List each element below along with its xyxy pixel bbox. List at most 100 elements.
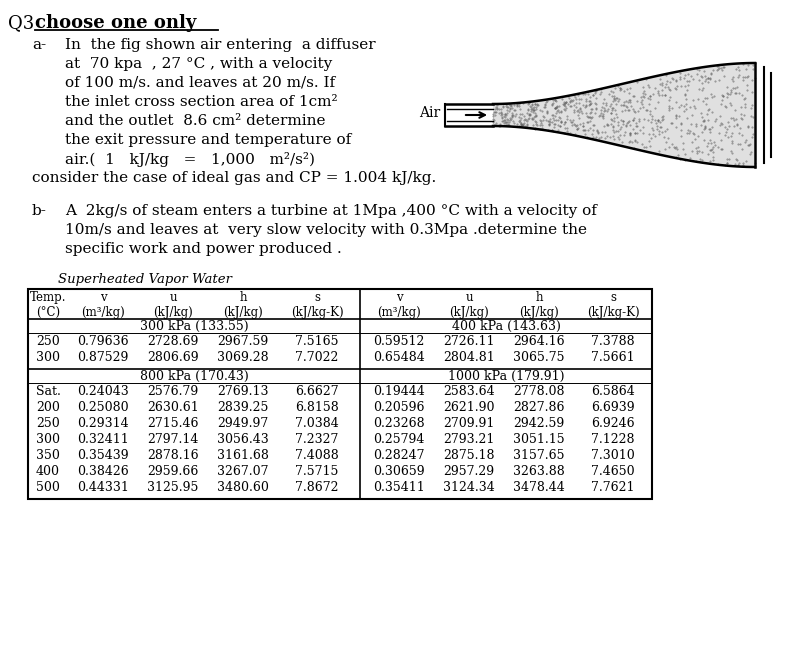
Text: 2621.90: 2621.90 [444,401,495,414]
Text: 3480.60: 3480.60 [217,481,269,494]
Text: Sat.: Sat. [36,385,60,398]
Text: 2804.81: 2804.81 [444,351,495,364]
Text: 0.30659: 0.30659 [373,465,425,478]
Text: b-: b- [32,204,47,218]
Text: 2875.18: 2875.18 [444,449,495,462]
Text: 2583.64: 2583.64 [444,385,495,398]
Text: 300 kPa (133.55): 300 kPa (133.55) [139,320,249,333]
Text: 3124.34: 3124.34 [444,481,495,494]
Text: of 100 m/s. and leaves at 20 m/s. If: of 100 m/s. and leaves at 20 m/s. If [65,76,335,90]
Text: 2959.66: 2959.66 [147,465,199,478]
Text: 200: 200 [36,401,60,414]
Text: 0.24043: 0.24043 [77,385,129,398]
Text: Q3: Q3 [8,14,34,32]
Text: u
(kJ/kg): u (kJ/kg) [449,291,489,319]
Text: 0.19444: 0.19444 [373,385,425,398]
Text: 1000 kPa (179.91): 1000 kPa (179.91) [447,370,564,383]
Text: 0.65484: 0.65484 [373,351,425,364]
Text: 3157.65: 3157.65 [513,449,565,462]
Text: 250: 250 [36,417,60,430]
Text: 0.79636: 0.79636 [77,335,129,348]
Text: 0.35411: 0.35411 [373,481,425,494]
Text: 7.7621: 7.7621 [592,481,634,494]
Text: the inlet cross section area of 1cm²: the inlet cross section area of 1cm² [65,95,337,109]
Text: 6.5864: 6.5864 [591,385,635,398]
Text: 800 kPa (170.43): 800 kPa (170.43) [139,370,249,383]
Text: 0.44331: 0.44331 [77,481,129,494]
Text: v
(m³/kg): v (m³/kg) [81,291,125,319]
Text: 2964.16: 2964.16 [513,335,565,348]
Text: 7.3010: 7.3010 [591,449,635,462]
Text: 0.28247: 0.28247 [373,449,425,462]
Text: 6.8158: 6.8158 [295,401,339,414]
Text: 0.32411: 0.32411 [77,433,129,446]
Text: 2715.46: 2715.46 [147,417,199,430]
Text: 7.4650: 7.4650 [591,465,635,478]
Text: 400 kPa (143.63): 400 kPa (143.63) [451,320,561,333]
Text: and the outlet  8.6 cm² determine: and the outlet 8.6 cm² determine [65,114,326,128]
Text: 6.9246: 6.9246 [591,417,635,430]
Text: 3056.43: 3056.43 [217,433,268,446]
Text: 7.5715: 7.5715 [295,465,339,478]
Text: 2630.61: 2630.61 [147,401,199,414]
Text: 2576.79: 2576.79 [147,385,199,398]
Text: 2793.21: 2793.21 [444,433,495,446]
Text: A  2kg/s of steam enters a turbine at 1Mpa ,400 °C with a velocity of: A 2kg/s of steam enters a turbine at 1Mp… [65,204,597,218]
Text: 7.8672: 7.8672 [295,481,339,494]
Text: 3478.44: 3478.44 [513,481,565,494]
Text: 6.6939: 6.6939 [591,401,635,414]
Text: 0.25794: 0.25794 [373,433,425,446]
Text: 7.5661: 7.5661 [591,351,635,364]
Text: 0.25080: 0.25080 [77,401,129,414]
Text: a-: a- [32,38,46,52]
Text: 2709.91: 2709.91 [444,417,495,430]
Text: h
(kJ/kg): h (kJ/kg) [519,291,559,319]
Text: h
(kJ/kg): h (kJ/kg) [223,291,263,319]
Text: 2957.29: 2957.29 [444,465,494,478]
Text: 2728.69: 2728.69 [147,335,199,348]
Text: 7.4088: 7.4088 [295,449,339,462]
Text: 0.59512: 0.59512 [373,335,425,348]
Text: 3069.28: 3069.28 [217,351,268,364]
Text: 300: 300 [36,351,60,364]
Text: 3065.75: 3065.75 [513,351,565,364]
Text: 7.1228: 7.1228 [592,433,634,446]
Text: 2726.11: 2726.11 [444,335,495,348]
Text: Temp.
(°C): Temp. (°C) [30,291,67,319]
Text: 400: 400 [36,465,60,478]
Text: 500: 500 [36,481,60,494]
Text: s
(kJ/kg-K): s (kJ/kg-K) [587,291,639,319]
Text: 2967.59: 2967.59 [217,335,268,348]
Text: u
(kJ/kg): u (kJ/kg) [153,291,193,319]
Text: choose one only: choose one only [35,14,196,32]
Text: Air: Air [419,106,440,120]
Text: 2878.16: 2878.16 [147,449,199,462]
Text: at  70 kpa  , 27 °C , with a velocity: at 70 kpa , 27 °C , with a velocity [65,57,333,71]
Text: 3161.68: 3161.68 [217,449,269,462]
Text: 3263.88: 3263.88 [513,465,565,478]
Text: 0.20596: 0.20596 [373,401,425,414]
Text: 0.35439: 0.35439 [77,449,129,462]
Text: 2949.97: 2949.97 [217,417,268,430]
Text: 0.87529: 0.87529 [78,351,128,364]
Polygon shape [493,63,755,167]
Text: 3051.15: 3051.15 [513,433,565,446]
Text: the exit pressure and temperature of: the exit pressure and temperature of [65,133,351,147]
Text: 7.5165: 7.5165 [295,335,339,348]
Text: In  the fig shown air entering  a diffuser: In the fig shown air entering a diffuser [65,38,375,52]
Text: 2827.86: 2827.86 [513,401,565,414]
Text: 7.3788: 7.3788 [591,335,635,348]
Text: air.(  1   kJ/kg   =   1,000   m²/s²): air.( 1 kJ/kg = 1,000 m²/s²) [65,152,315,167]
Text: 0.38426: 0.38426 [77,465,129,478]
Text: 2769.13: 2769.13 [217,385,268,398]
Text: 2806.69: 2806.69 [147,351,199,364]
Text: 300: 300 [36,433,60,446]
Text: 2942.59: 2942.59 [513,417,565,430]
Text: 7.2327: 7.2327 [295,433,339,446]
Text: 0.23268: 0.23268 [373,417,425,430]
Text: 350: 350 [36,449,60,462]
Text: 7.7022: 7.7022 [295,351,339,364]
Bar [28,289,652,499]
Text: 250: 250 [36,335,60,348]
Text: consider the case of ideal gas and CP = 1.004 kJ/kg.: consider the case of ideal gas and CP = … [32,171,436,185]
